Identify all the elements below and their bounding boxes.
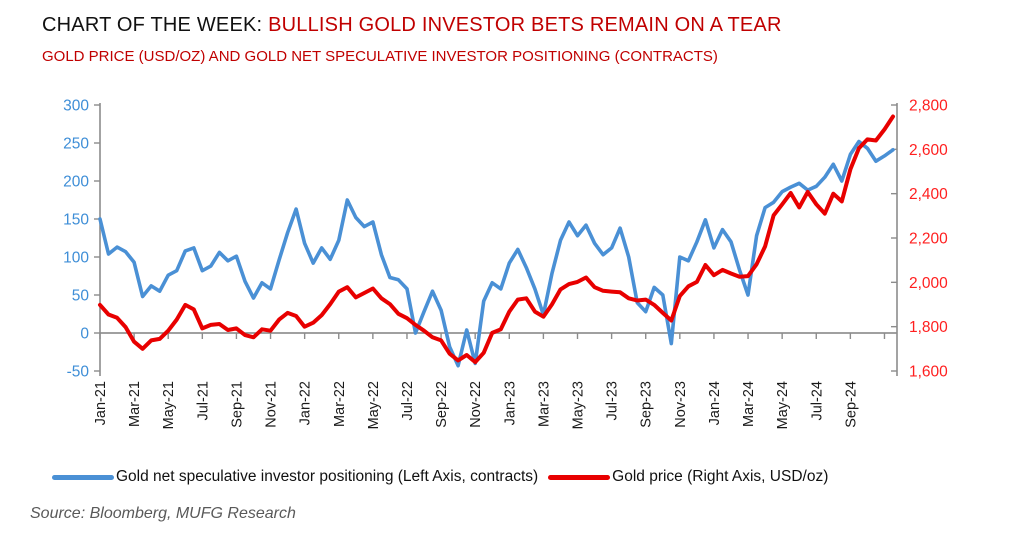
x-axis-label: Jul-21 <box>195 381 211 421</box>
x-axis-label: Jan-23 <box>502 381 518 425</box>
x-axis-label: Jul-23 <box>605 381 621 421</box>
x-axis-label: Nov-23 <box>673 381 689 428</box>
left-axis-label: 0 <box>80 326 89 343</box>
left-axis-label: 100 <box>63 250 89 267</box>
left-axis-label: 50 <box>72 288 90 305</box>
positioning-series-line <box>98 139 895 368</box>
left-axis-label: 200 <box>63 174 89 191</box>
x-axis-label: Jan-24 <box>707 381 723 425</box>
x-axis-label: Sep-24 <box>843 381 859 428</box>
x-axis-label: Sep-21 <box>229 381 245 428</box>
price-line-swatch <box>548 474 611 480</box>
right-axis-label: 2,000 <box>909 275 948 292</box>
legend-item-price: Gold price (Right Axis, USD/oz) <box>548 468 828 486</box>
x-axis-label: Mar-21 <box>127 381 143 427</box>
left-axis-label: 150 <box>63 212 89 229</box>
x-axis-label: May-22 <box>366 381 382 429</box>
left-axis-label: -50 <box>67 364 90 381</box>
right-axis-label: 2,600 <box>909 142 948 159</box>
chart-title-prefix: CHART OF THE WEEK: <box>42 14 269 36</box>
legend-label-positioning: Gold net speculative investor positionin… <box>116 468 539 485</box>
legend-label-price: Gold price (Right Axis, USD/oz) <box>612 468 829 485</box>
x-axis-label: May-24 <box>775 381 791 429</box>
x-axis-label: Mar-23 <box>536 381 552 427</box>
x-axis-label: Jul-22 <box>400 381 416 421</box>
x-axis-label: May-23 <box>571 381 587 429</box>
chart-legend: Gold net speculative investor positionin… <box>52 468 1002 486</box>
chart-subtitle: GOLD PRICE (USD/OZ) AND GOLD NET SPECULA… <box>42 48 718 65</box>
chart-title-highlight: BULLISH GOLD INVESTOR BETS REMAIN ON A T… <box>268 14 782 36</box>
x-axis-label: May-21 <box>161 381 177 429</box>
positioning-line-swatch <box>52 474 114 480</box>
x-axis-label: Nov-22 <box>468 381 484 428</box>
chart-title: CHART OF THE WEEK: BULLISH GOLD INVESTOR… <box>42 14 782 37</box>
legend-item-positioning: Gold net speculative investor positionin… <box>52 468 538 486</box>
x-axis-label: Jan-22 <box>298 381 314 425</box>
right-axis-label: 1,800 <box>909 319 948 336</box>
line-chart: 300 250 200 150 100 50 0 -50 2,800 2,600 2,400 2,20… <box>63 98 948 430</box>
x-axis-label: Nov-21 <box>264 381 280 428</box>
right-axis-label: 2,400 <box>909 186 948 203</box>
x-axis-label: Sep-22 <box>434 381 450 428</box>
left-axis-label: 300 <box>63 98 89 115</box>
x-axis-label: Mar-24 <box>741 381 757 427</box>
x-axis-label: Jan-21 <box>93 381 109 425</box>
right-axis-label: 1,600 <box>909 364 948 381</box>
source-note: Source: Bloomberg, MUFG Research <box>30 505 296 522</box>
left-axis-label: 250 <box>63 136 89 153</box>
right-axis-label: 2,200 <box>909 231 948 248</box>
x-axis-label: Mar-22 <box>332 381 348 427</box>
right-axis-label: 2,800 <box>909 98 948 115</box>
x-axis-label: Jul-24 <box>809 381 825 421</box>
x-axis-label: Sep-23 <box>639 381 655 428</box>
price-series-line <box>98 114 895 365</box>
